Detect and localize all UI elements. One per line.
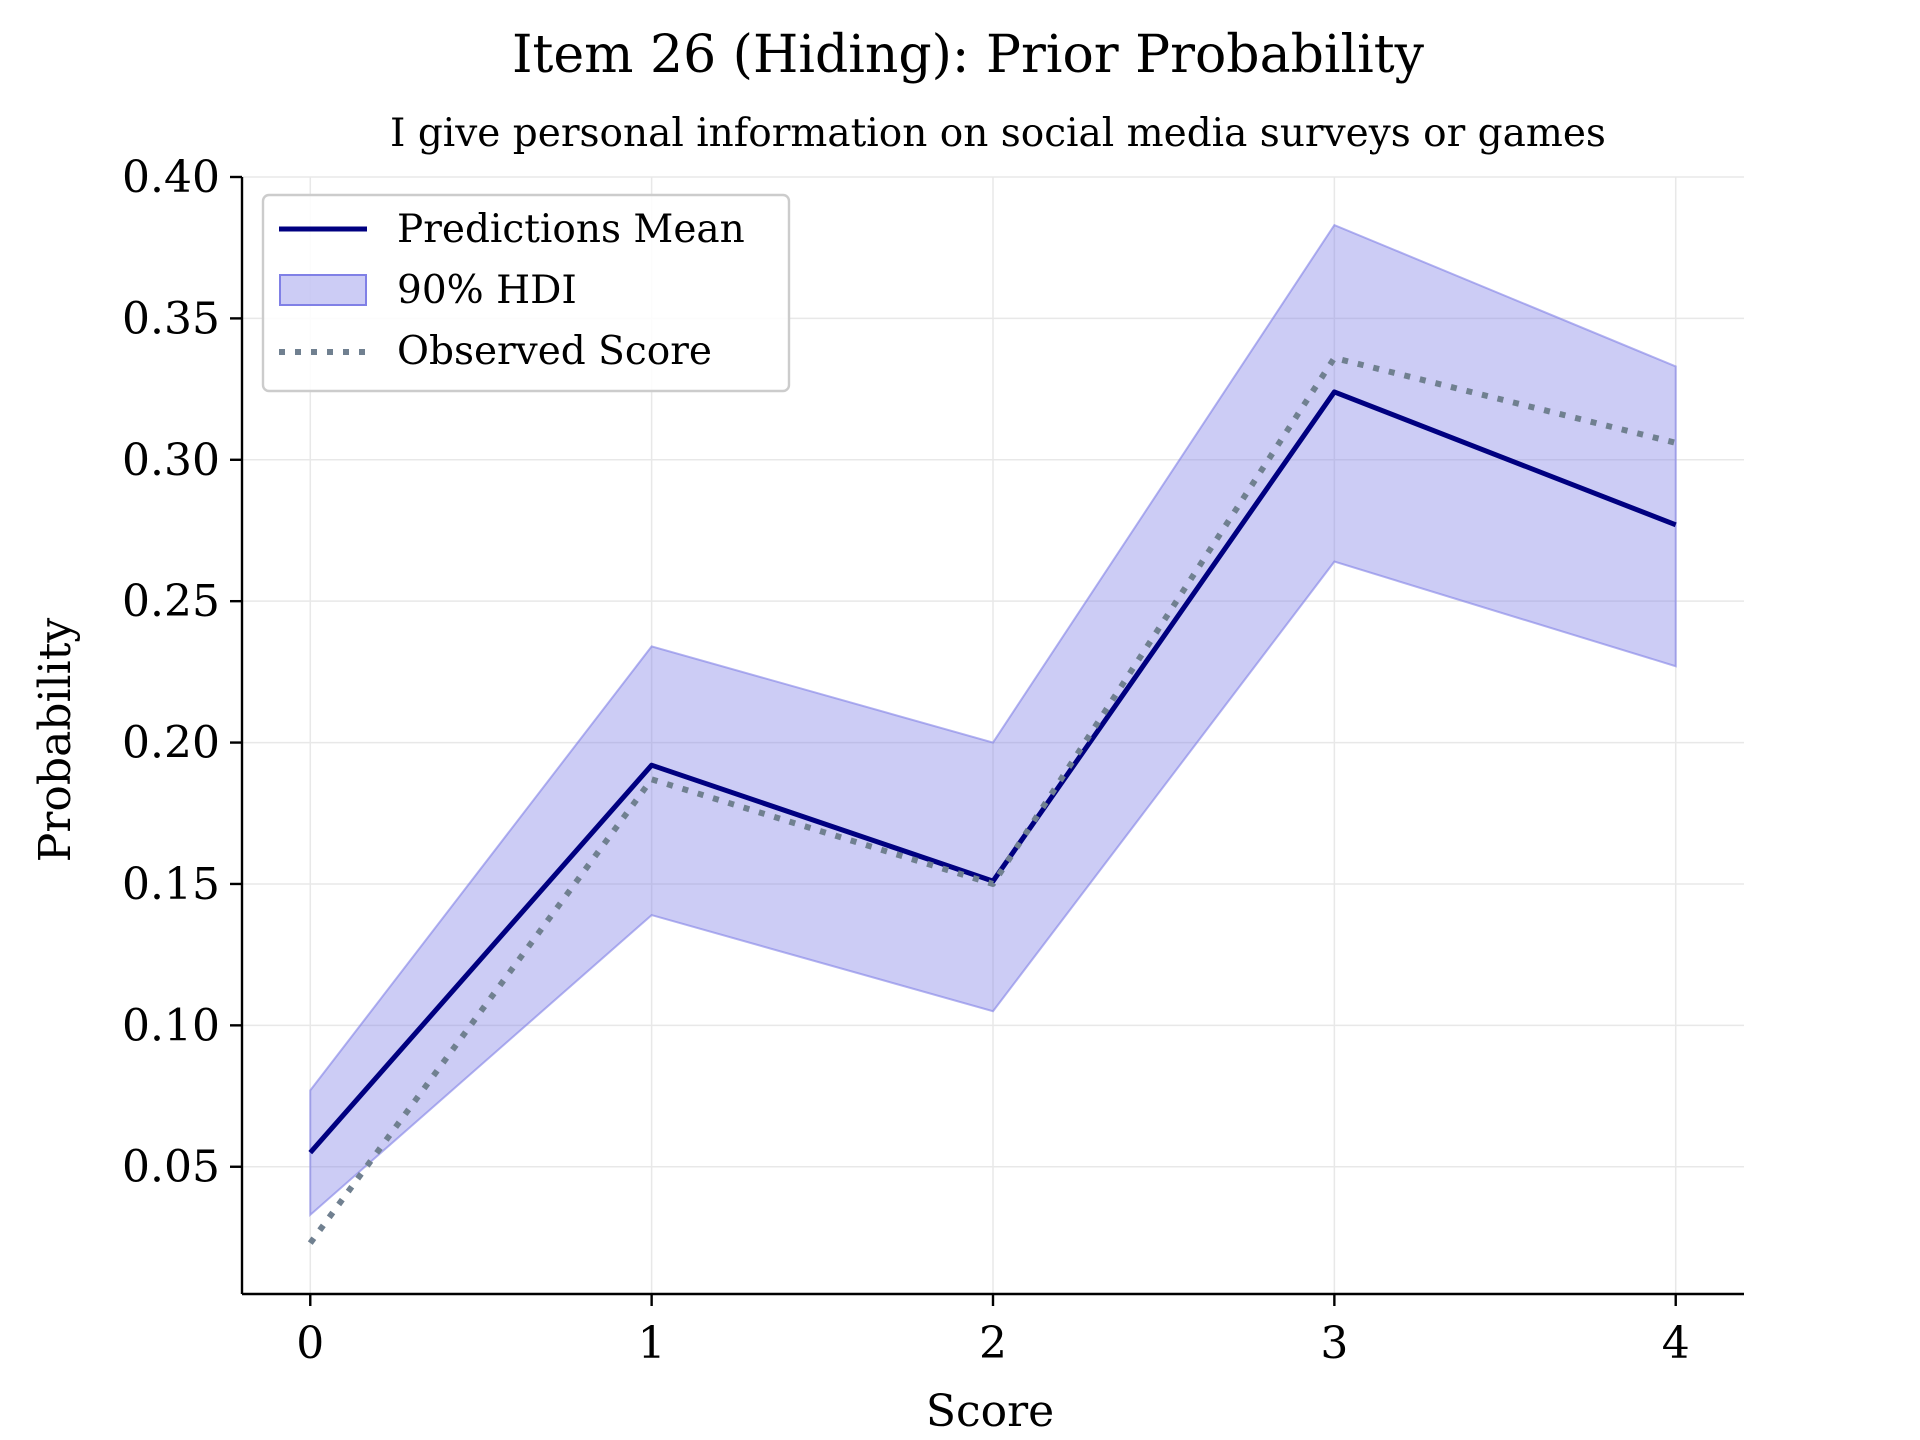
hdi-band xyxy=(309,223,1677,1218)
y-tick-label: 0.30 xyxy=(122,435,220,486)
legend: Predictions Mean 90% HDI Observed Score xyxy=(261,193,791,393)
legend-label-predictions-mean: Predictions Mean xyxy=(397,207,745,252)
chart-title: Item 26 (Hiding): Prior Probability xyxy=(512,25,1425,85)
y-tick-label: 0.05 xyxy=(122,1142,220,1193)
legend-label-observed-score: Observed Score xyxy=(397,329,712,374)
tick-layer: 0 1 2 3 4 0.05 0.10 0.15 0.20 0.25 0.30 0.35 0.40 xyxy=(122,152,1690,1369)
x-tick-label: 2 xyxy=(979,1318,1007,1369)
y-tick-label: 0.35 xyxy=(122,293,220,344)
series-layer xyxy=(307,354,1677,1245)
observed-score-line xyxy=(307,354,1677,1245)
x-tick-label: 3 xyxy=(1320,1318,1348,1369)
x-axis-label: Score xyxy=(926,1386,1054,1437)
x-tick-label: 1 xyxy=(638,1318,666,1369)
x-tick-label: 4 xyxy=(1662,1318,1690,1369)
x-tick-label: 0 xyxy=(296,1318,324,1369)
legend-label-hdi: 90% HDI xyxy=(397,268,577,313)
y-tick-label: 0.40 xyxy=(122,152,220,203)
y-tick-label: 0.25 xyxy=(122,576,220,627)
legend-frame xyxy=(261,193,791,393)
y-tick-label: 0.10 xyxy=(122,1000,220,1051)
y-axis-label: Probability xyxy=(30,618,81,863)
chart-subtitle: I give personal information on social me… xyxy=(390,111,1606,156)
y-tick-label: 0.15 xyxy=(122,859,220,910)
y-tick-label: 0.20 xyxy=(122,718,220,769)
hdi-band-layer xyxy=(309,223,1677,1218)
legend-swatch-hdi xyxy=(279,274,367,306)
